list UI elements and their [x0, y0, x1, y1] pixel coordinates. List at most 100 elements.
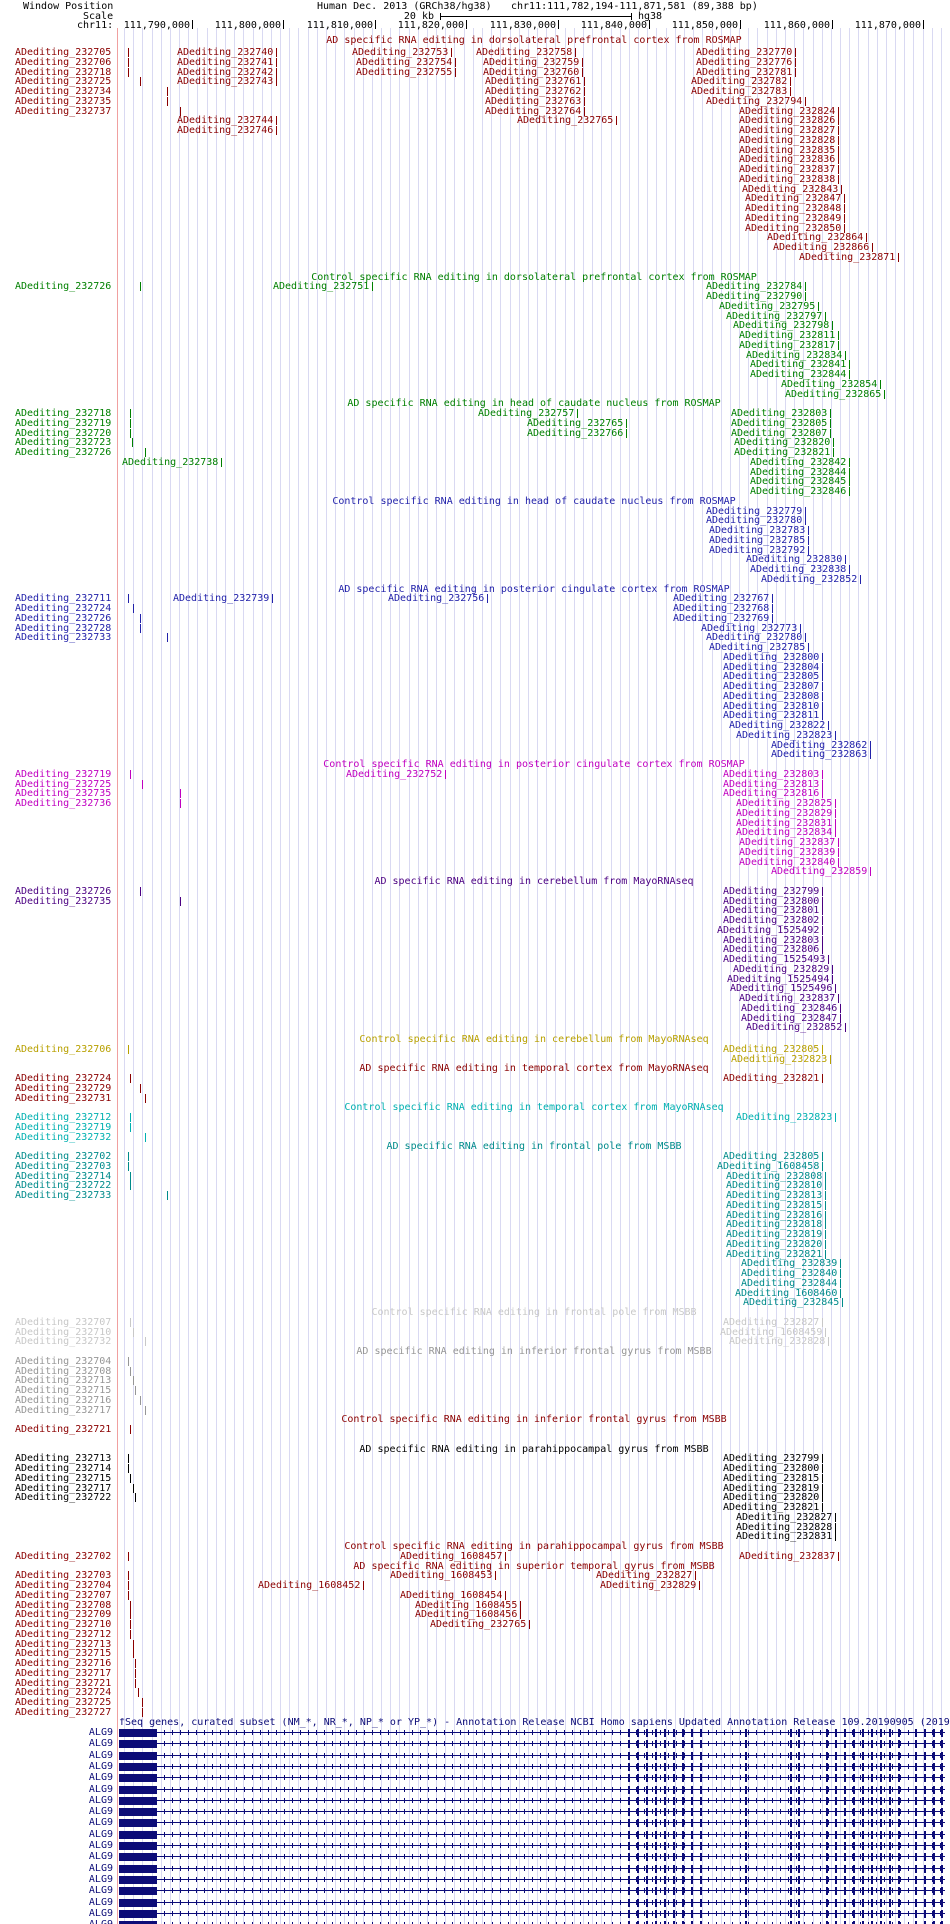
feature-tick[interactable]: [838, 116, 839, 126]
feature-label[interactable]: ADediting_1608455: [415, 1599, 518, 1611]
feature-tick[interactable]: [822, 1074, 823, 1083]
feature-label[interactable]: ADediting_232828: [736, 1521, 833, 1533]
feature-tick[interactable]: [128, 1356, 129, 1366]
feature-label[interactable]: ADediting_1608457: [400, 1550, 503, 1562]
feature-tick[interactable]: [845, 1023, 846, 1033]
feature-label[interactable]: ADediting_232866: [773, 242, 870, 253]
feature-tick[interactable]: [130, 1629, 131, 1639]
feature-tick[interactable]: [130, 1425, 131, 1434]
feature-label[interactable]: ADediting_232810: [723, 700, 820, 712]
feature-label[interactable]: ADediting_232815: [723, 1472, 820, 1484]
feature-tick[interactable]: [128, 48, 129, 57]
feature-tick[interactable]: [772, 604, 773, 613]
feature-label[interactable]: ADediting_232733: [15, 1190, 112, 1201]
feature-tick[interactable]: [838, 340, 839, 350]
feature-label[interactable]: ADediting_232711: [15, 593, 112, 605]
feature-tick[interactable]: [822, 789, 823, 799]
feature-label[interactable]: ADediting_232850: [745, 222, 842, 234]
feature-label[interactable]: ADediting_232765: [527, 417, 624, 429]
feature-label[interactable]: ADediting_232705: [15, 47, 112, 58]
feature-label[interactable]: ADediting_232726: [15, 612, 112, 624]
feature-tick[interactable]: [840, 1288, 841, 1298]
feature-tick[interactable]: [822, 1152, 823, 1161]
feature-tick[interactable]: [825, 311, 826, 321]
feature-label[interactable]: ADediting_232767: [673, 593, 770, 605]
feature-tick[interactable]: [575, 48, 576, 57]
feature-tick[interactable]: [455, 67, 456, 77]
gene-exon-block[interactable]: [119, 1853, 157, 1862]
feature-label[interactable]: ADediting_232733: [15, 632, 112, 644]
feature-label[interactable]: ADediting_232846: [741, 1002, 838, 1014]
feature-tick[interactable]: [822, 1473, 823, 1483]
feature-tick[interactable]: [835, 1512, 836, 1522]
feature-label[interactable]: ADediting_232820: [734, 437, 831, 449]
feature-tick[interactable]: [626, 428, 627, 438]
feature-tick[interactable]: [822, 682, 823, 691]
feature-label[interactable]: ADediting_1608453: [390, 1570, 493, 1582]
gene-exon-block[interactable]: [119, 1909, 157, 1918]
feature-tick[interactable]: [130, 1600, 131, 1610]
gene-exon-block[interactable]: [119, 1796, 157, 1805]
feature-tick[interactable]: [830, 409, 831, 418]
feature-label[interactable]: ADediting_232834: [736, 827, 833, 839]
track-title[interactable]: Control specific RNA editing in frontal …: [371, 1307, 697, 1318]
feature-tick[interactable]: [872, 243, 873, 252]
feature-tick[interactable]: [130, 409, 131, 418]
feature-label[interactable]: ADediting_232823: [731, 1053, 828, 1065]
feature-label[interactable]: ADediting_232838: [750, 564, 847, 575]
feature-label[interactable]: ADediting_232813: [726, 1190, 823, 1201]
feature-label[interactable]: ADediting_232732: [15, 1131, 112, 1143]
feature-tick[interactable]: [844, 213, 845, 223]
feature-label[interactable]: ADediting_232722: [15, 1492, 112, 1504]
feature-tick[interactable]: [128, 67, 129, 77]
feature-tick[interactable]: [822, 1161, 823, 1171]
track-title[interactable]: Control specific RNA editing in inferior…: [341, 1414, 727, 1426]
feature-label[interactable]: ADediting_232726: [15, 447, 112, 458]
track-title[interactable]: AD specific RNA editing in inferior fron…: [356, 1346, 712, 1357]
feature-tick[interactable]: [825, 1220, 826, 1230]
feature-label[interactable]: ADediting_232800: [723, 1463, 820, 1474]
feature-tick[interactable]: [167, 633, 168, 643]
track-title[interactable]: Control specific RNA editing in temporal…: [344, 1102, 724, 1114]
feature-label[interactable]: ADediting_232862: [771, 739, 868, 751]
feature-tick[interactable]: [825, 1210, 826, 1220]
feature-label[interactable]: ADediting_232839: [741, 1258, 838, 1270]
feature-tick[interactable]: [276, 67, 277, 77]
feature-tick[interactable]: [145, 1132, 146, 1142]
feature-tick[interactable]: [822, 906, 823, 916]
feature-label[interactable]: ADediting_232757: [478, 408, 575, 419]
feature-tick[interactable]: [838, 847, 839, 857]
track-title[interactable]: Control specific RNA editing in head of …: [332, 495, 736, 507]
feature-label[interactable]: ADediting_232823: [736, 1112, 833, 1123]
feature-label[interactable]: ADediting_232719: [15, 1121, 112, 1133]
feature-label[interactable]: ADediting_232811: [739, 330, 836, 341]
feature-tick[interactable]: [833, 438, 834, 448]
feature-label[interactable]: ADediting_232802: [723, 915, 820, 926]
feature-tick[interactable]: [832, 321, 833, 331]
feature-tick[interactable]: [822, 1317, 823, 1327]
feature-tick[interactable]: [825, 1327, 826, 1337]
feature-label[interactable]: ADediting_232770: [696, 47, 793, 58]
feature-tick[interactable]: [130, 1113, 131, 1122]
feature-tick[interactable]: [145, 1093, 146, 1103]
feature-label[interactable]: ADediting_1525493: [723, 954, 826, 965]
feature-tick[interactable]: [128, 594, 129, 604]
feature-label[interactable]: ADediting_232816: [726, 1209, 823, 1221]
feature-label[interactable]: ADediting_232805: [723, 1043, 820, 1055]
feature-tick[interactable]: [130, 1122, 131, 1132]
feature-label[interactable]: ADediting_232716: [15, 1394, 112, 1406]
feature-label[interactable]: ADediting_232739: [173, 593, 270, 605]
feature-label[interactable]: ADediting_232762: [485, 86, 582, 97]
feature-tick[interactable]: [167, 96, 168, 106]
feature-tick[interactable]: [822, 1483, 823, 1493]
feature-label[interactable]: ADediting_232727: [15, 1706, 112, 1718]
feature-label[interactable]: ADediting_232765: [430, 1619, 527, 1630]
feature-tick[interactable]: [130, 1171, 131, 1181]
feature-label[interactable]: ADediting_232717: [15, 1482, 112, 1494]
feature-label[interactable]: ADediting_232713: [15, 1453, 112, 1465]
feature-tick[interactable]: [849, 565, 850, 574]
feature-tick[interactable]: [795, 57, 796, 67]
feature-tick[interactable]: [844, 204, 845, 213]
feature-label[interactable]: ADediting_232712: [15, 1112, 112, 1123]
feature-tick[interactable]: [805, 506, 806, 516]
